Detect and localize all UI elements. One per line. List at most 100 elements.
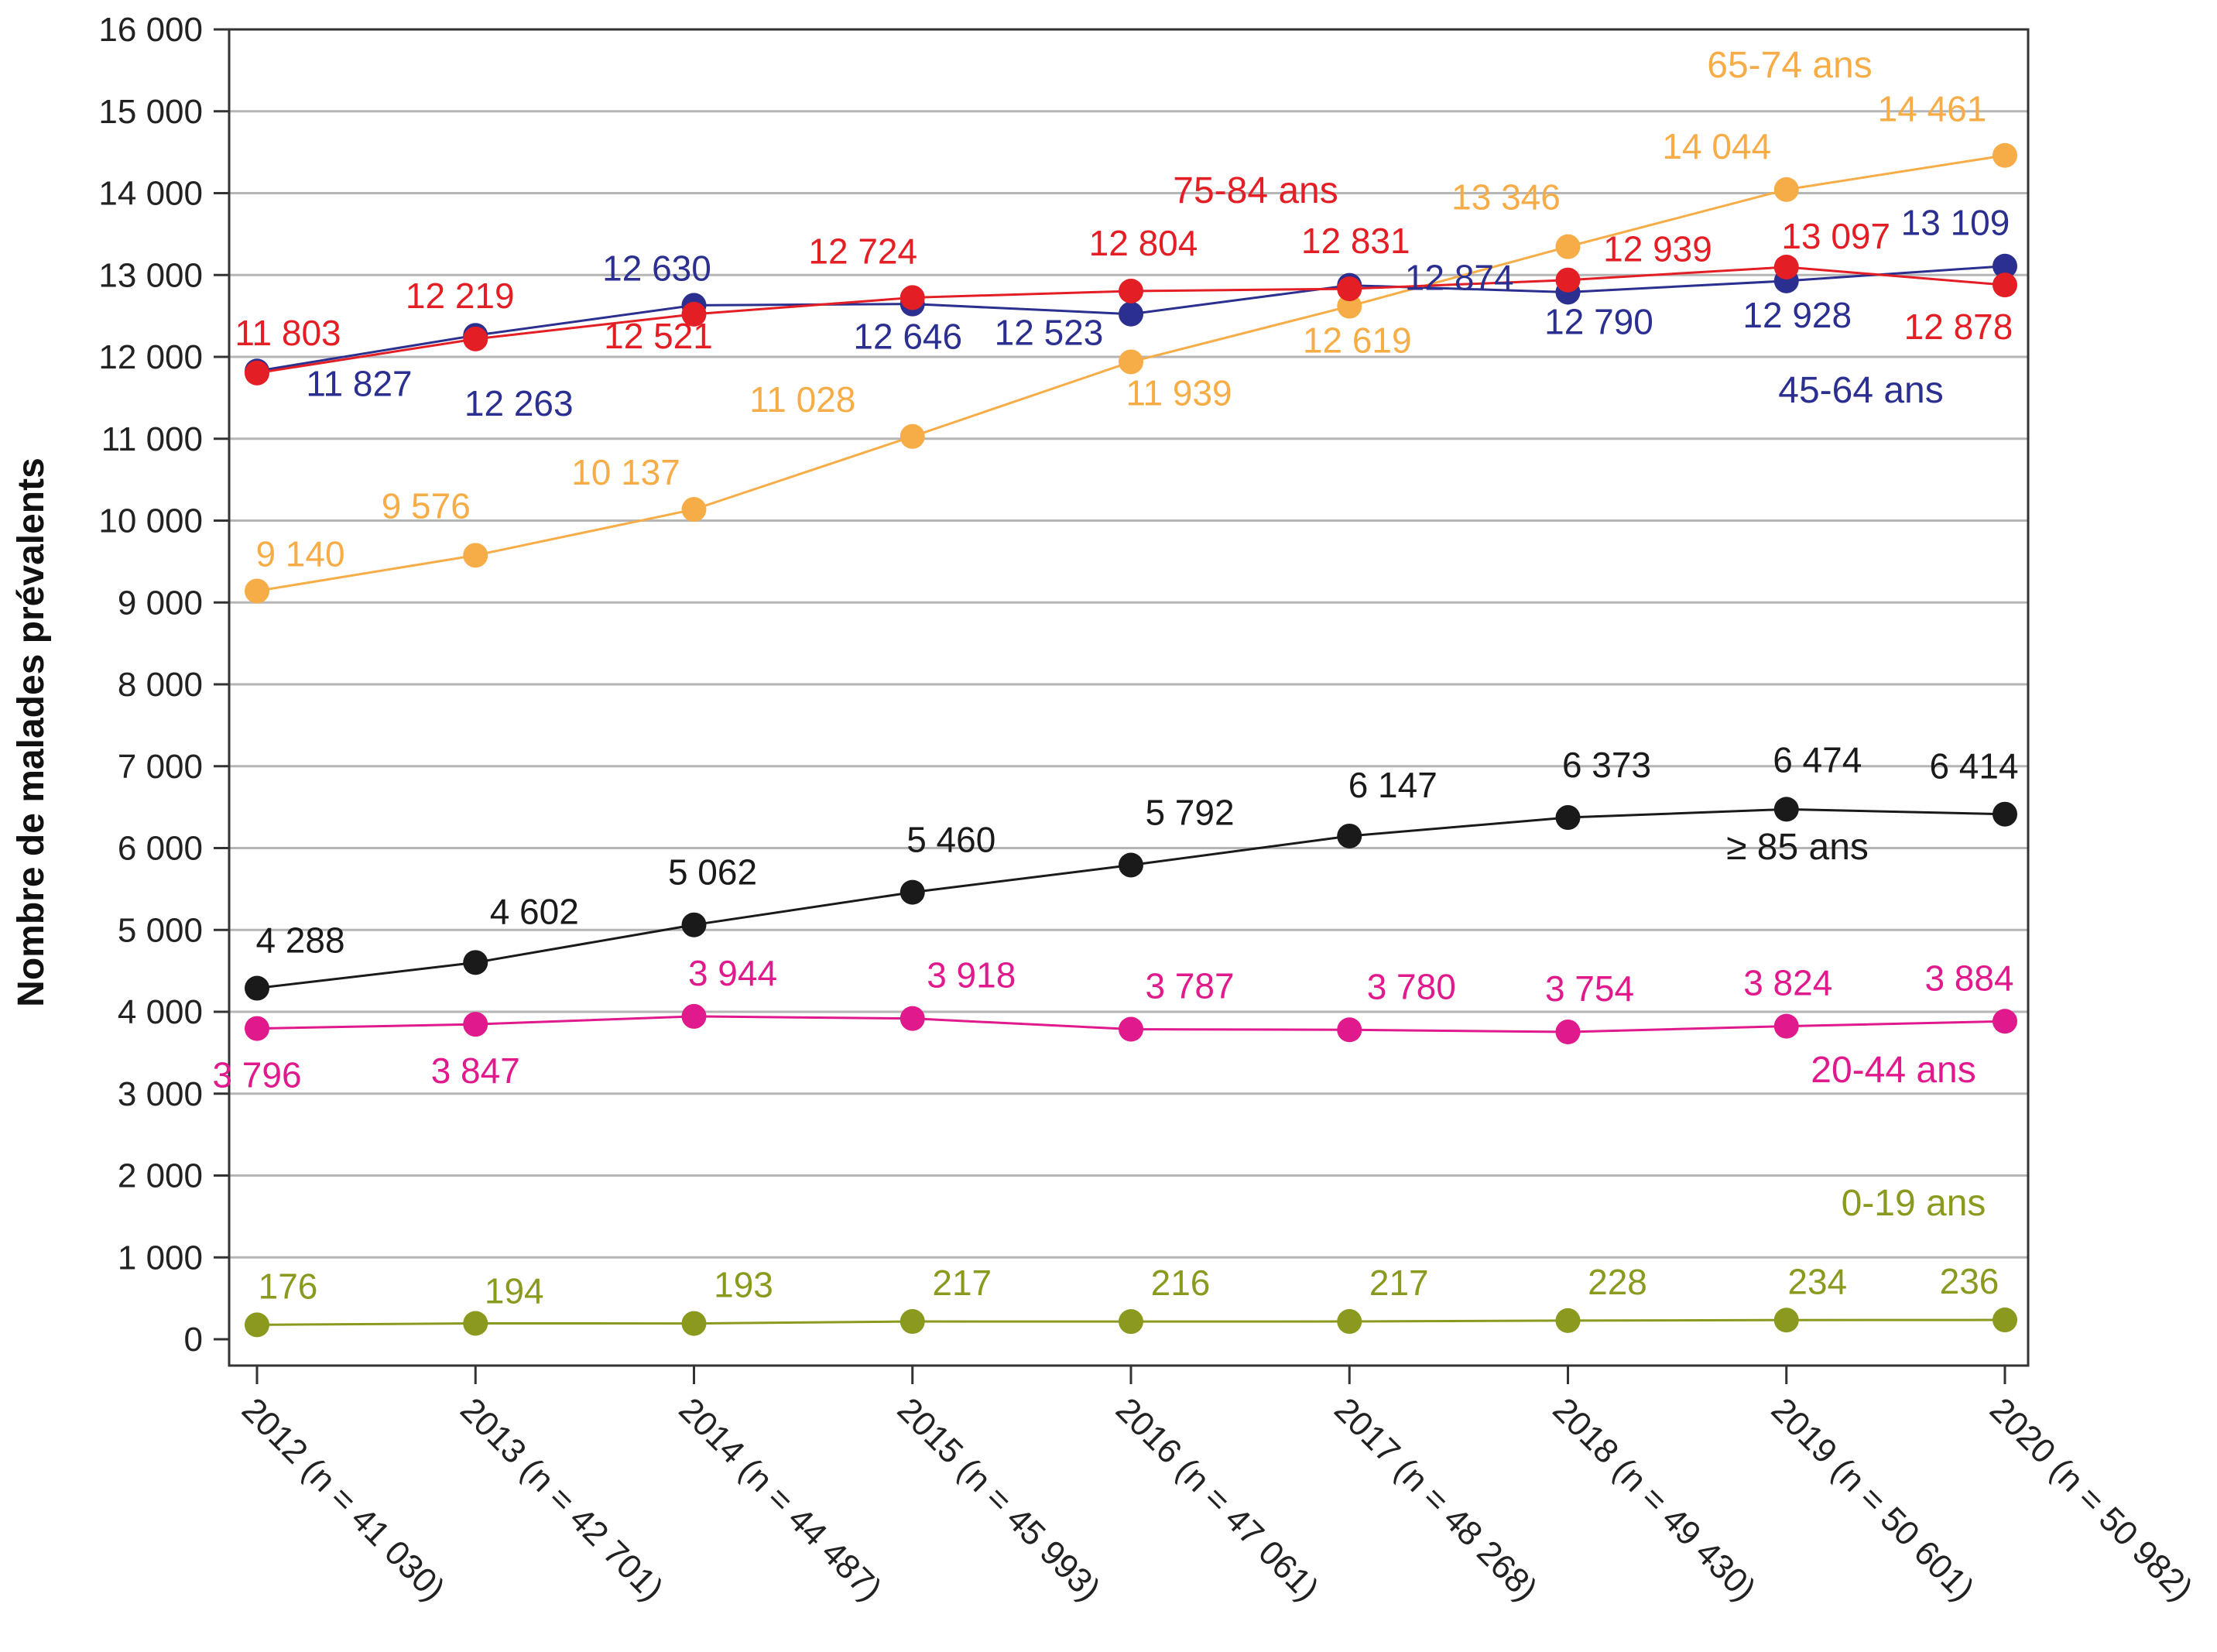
y-tick-label: 16 000 [98,11,203,49]
data-label: 236 [1940,1261,1999,1301]
data-label: 12 263 [464,383,574,423]
data-point [1773,177,1799,202]
grid-lines [229,28,2028,1259]
data-label: 3 780 [1367,966,1456,1006]
y-tick-label: 12 000 [98,338,203,376]
data-label: 228 [1588,1262,1647,1302]
data-label: 5 792 [1145,792,1234,832]
data-point [899,423,925,449]
x-tick-label: 2017 (n = 48 268) [1327,1390,1544,1608]
data-label: 12 939 [1603,229,1712,269]
data-point [899,1006,925,1031]
series-name-label: 65-74 ans [1707,45,1873,86]
data-label: 14 461 [1878,89,1987,129]
x-axis: 2012 (n = 41 030) 2013 (n = 42 701) 2014 (… [235,1366,2200,1609]
data-label: 11 939 [1126,372,1232,413]
data-label: 12 831 [1301,221,1410,261]
data-label: 12 523 [995,313,1104,353]
plot-frame [228,28,2030,1367]
data-label: 12 804 [1089,223,1198,263]
data-label: 9 576 [382,485,471,526]
data-label: 4 288 [255,920,344,961]
data-label: 11 028 [749,379,855,420]
data-point [1773,254,1799,279]
y-tick-label: 9 000 [118,584,203,622]
data-point [1773,1308,1799,1333]
data-point [245,975,269,1001]
data-label: 3 944 [688,953,777,993]
series-name-label: 45-64 ans [1778,370,1944,411]
data-point [1119,1016,1143,1042]
data-label: 12 646 [853,317,962,357]
data-point [681,1311,707,1336]
data-label: 3 796 [212,1055,301,1095]
data-label: 12 878 [1904,307,2013,347]
data-point [1773,1013,1799,1039]
series-name-label: ≥ 85 ans [1726,827,1869,868]
data-label: 12 619 [1303,320,1412,361]
data-label: 3 824 [1743,963,1832,1003]
data-point [463,1311,488,1336]
data-label: 12 928 [1742,295,1852,335]
data-label: 3 847 [431,1050,520,1091]
data-point [1119,278,1143,303]
data-point [1119,1309,1143,1335]
data-point [1337,823,1362,848]
data-point [245,1016,269,1041]
data-label: 3 918 [927,955,1016,996]
data-point [245,360,269,386]
data-point [899,285,925,310]
data-point [1119,852,1143,878]
data-label: 6 474 [1773,739,1862,780]
data-point [1993,253,2017,279]
data-point [1119,349,1143,375]
data-point [1337,276,1362,302]
y-tick-label: 1 000 [118,1239,203,1277]
data-point [1993,142,2017,168]
data-label: 12 874 [1405,258,1514,298]
x-tick-label: 2012 (n = 41 030) [235,1390,452,1608]
data-label: 216 [1151,1263,1211,1303]
data-point [1555,1308,1581,1333]
y-tick-label: 14 000 [98,175,203,213]
y-tick-label: 6 000 [118,830,203,868]
data-label: 11 827 [306,363,412,403]
data-point [1993,272,2017,298]
data-label: 9 140 [255,533,344,574]
data-label: 13 346 [1451,177,1561,218]
data-point [1555,267,1581,293]
data-point [1773,797,1799,822]
series-name-label: 0-19 ans [1842,1183,1986,1224]
data-point [1555,805,1581,831]
series-name-label: 75-84 ans [1173,170,1338,211]
data-label: 12 630 [602,248,711,288]
data-label: 194 [485,1270,544,1311]
data-point [899,879,925,905]
data-label: 3 787 [1145,966,1234,1006]
y-axis-title: Nombre de malades prévalents [11,458,52,1007]
y-tick-label: 11 000 [101,420,203,458]
data-point [1993,801,2017,827]
y-tick-label: 2 000 [118,1157,203,1195]
data-point [681,912,707,937]
data-label: 3 884 [1924,958,2013,998]
data-point [1337,293,1362,319]
data-label: 3 754 [1545,968,1634,1009]
data-label: 5 460 [906,820,995,860]
data-label: 12 724 [808,231,917,271]
x-tick-label: 2015 (n = 45 993) [890,1390,1108,1608]
data-point [1337,1017,1362,1043]
data-point [1337,1309,1362,1335]
data-point [463,543,488,568]
data-point [1993,1009,2017,1034]
data-point [463,326,488,351]
data-label: 4 602 [490,891,579,931]
series-name-label: 20-44 ans [1811,1050,1976,1091]
y-tick-label: 13 000 [98,256,203,294]
y-tick-label: 3 000 [118,1075,203,1113]
data-point [681,497,707,523]
data-label: 12 790 [1544,301,1653,341]
data-label: 193 [714,1265,773,1305]
x-tick-label: 2016 (n = 47 061) [1108,1390,1326,1608]
